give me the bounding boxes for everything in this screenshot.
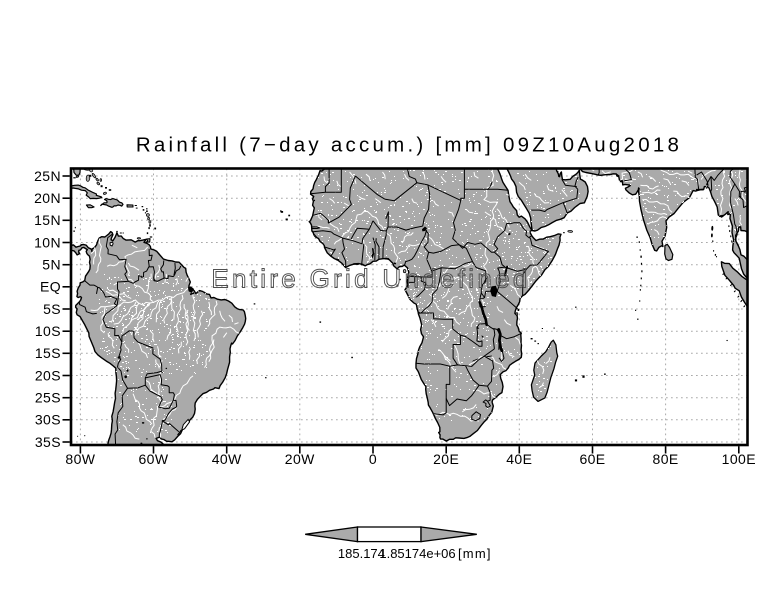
svg-text:10S: 10S: [35, 323, 61, 339]
svg-text:40E: 40E: [506, 451, 532, 467]
svg-text:15S: 15S: [35, 345, 61, 361]
svg-text:20N: 20N: [34, 190, 61, 206]
svg-text:5S: 5S: [43, 301, 61, 317]
svg-text:15N: 15N: [34, 212, 61, 228]
svg-text:20S: 20S: [35, 367, 61, 383]
svg-text:[mm]: [mm]: [458, 546, 492, 561]
svg-text:30S: 30S: [35, 412, 61, 428]
svg-text:40W: 40W: [212, 451, 242, 467]
svg-text:10N: 10N: [34, 234, 61, 250]
svg-text:0: 0: [369, 451, 377, 467]
svg-text:185.174: 185.174: [338, 546, 385, 561]
svg-text:EQ: EQ: [40, 279, 61, 295]
svg-text:Entire Grid Undefined: Entire Grid Undefined: [211, 264, 530, 294]
svg-text:20W: 20W: [285, 451, 315, 467]
svg-text:1.85174e+06: 1.85174e+06: [379, 546, 455, 561]
svg-text:60E: 60E: [579, 451, 605, 467]
svg-text:80W: 80W: [65, 451, 95, 467]
svg-text:Rainfall (7−day accum.) [mm] 0: Rainfall (7−day accum.) [mm] 09Z10Aug201…: [136, 134, 682, 157]
svg-text:5N: 5N: [42, 257, 61, 273]
svg-text:25N: 25N: [34, 168, 61, 184]
svg-text:60W: 60W: [139, 451, 169, 467]
svg-text:20E: 20E: [433, 451, 459, 467]
svg-text:35S: 35S: [35, 434, 61, 450]
svg-text:25S: 25S: [35, 390, 61, 406]
svg-text:100E: 100E: [722, 451, 756, 467]
svg-text:80E: 80E: [653, 451, 679, 467]
